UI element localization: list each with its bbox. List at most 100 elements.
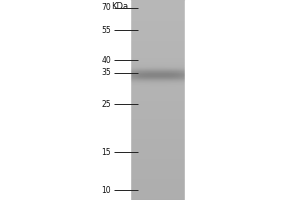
Bar [144,79,145,80]
Bar [146,61,147,62]
Bar [173,64,174,65]
Bar [181,65,182,66]
Bar [153,86,154,87]
Bar [177,86,178,87]
Bar [130,83,131,84]
Bar [172,63,173,64]
Bar [159,88,160,89]
Bar [155,70,156,71]
Bar [148,87,149,88]
Bar [176,58,177,59]
Bar [172,79,173,80]
Bar [145,65,146,66]
Bar [173,63,174,64]
Bar [175,89,176,90]
Bar [131,64,132,65]
Bar [130,30,185,33]
Bar [161,80,162,81]
Bar [158,62,159,63]
Bar [159,62,160,63]
Bar [182,83,183,84]
Bar [162,86,163,87]
Bar [138,89,139,90]
Bar [159,70,160,71]
Bar [165,60,166,61]
Bar [150,65,151,66]
Bar [137,73,138,74]
Bar [164,83,165,84]
Bar [168,63,169,64]
Bar [164,60,165,61]
Bar [158,88,159,89]
Bar [146,74,147,75]
Bar [174,87,175,88]
Bar [135,88,136,89]
Bar [175,84,176,85]
Bar [144,63,145,64]
Bar [157,62,158,63]
Bar [147,67,148,68]
Bar [167,64,168,65]
Bar [183,73,184,74]
Bar [179,82,180,83]
Bar [157,73,158,74]
Bar [133,73,134,74]
Bar [165,67,166,68]
Bar [144,75,145,76]
Bar [164,77,165,78]
Bar [158,82,159,83]
Bar [141,81,142,82]
Bar [130,64,131,65]
Bar [149,58,150,59]
Bar [178,77,179,78]
Bar [131,63,132,64]
Bar [185,73,186,74]
Bar [142,61,143,62]
Bar [133,71,134,72]
Bar [174,81,175,82]
Bar [173,67,174,68]
Bar [161,76,162,77]
Bar [152,72,153,73]
Bar [183,89,184,90]
Bar [149,60,150,61]
Bar [182,65,183,66]
Bar [130,69,131,70]
Bar [185,58,186,59]
Bar [161,83,162,84]
Bar [143,73,144,74]
Bar [175,71,176,72]
Bar [142,59,143,60]
Bar [152,85,153,86]
Bar [153,64,154,65]
Bar [142,84,143,85]
Bar [178,82,179,83]
Bar [148,84,149,85]
Bar [169,69,170,70]
Bar [181,82,182,83]
Bar [143,67,144,68]
Bar [161,82,162,83]
Bar [174,76,175,77]
Bar [144,65,145,66]
Bar [178,87,179,88]
Bar [130,120,185,122]
Bar [170,72,171,73]
Bar [176,74,177,75]
Bar [165,77,166,78]
Bar [139,75,140,76]
Bar [185,82,186,83]
Bar [181,60,182,61]
Bar [158,86,159,87]
Bar [141,58,142,59]
Bar [142,64,143,65]
Bar [148,65,149,66]
Bar [155,85,156,86]
Bar [157,87,158,88]
Bar [169,66,170,67]
Bar [173,74,174,75]
Bar [135,60,136,61]
Bar [144,66,145,67]
Bar [158,89,159,90]
Bar [179,85,180,86]
